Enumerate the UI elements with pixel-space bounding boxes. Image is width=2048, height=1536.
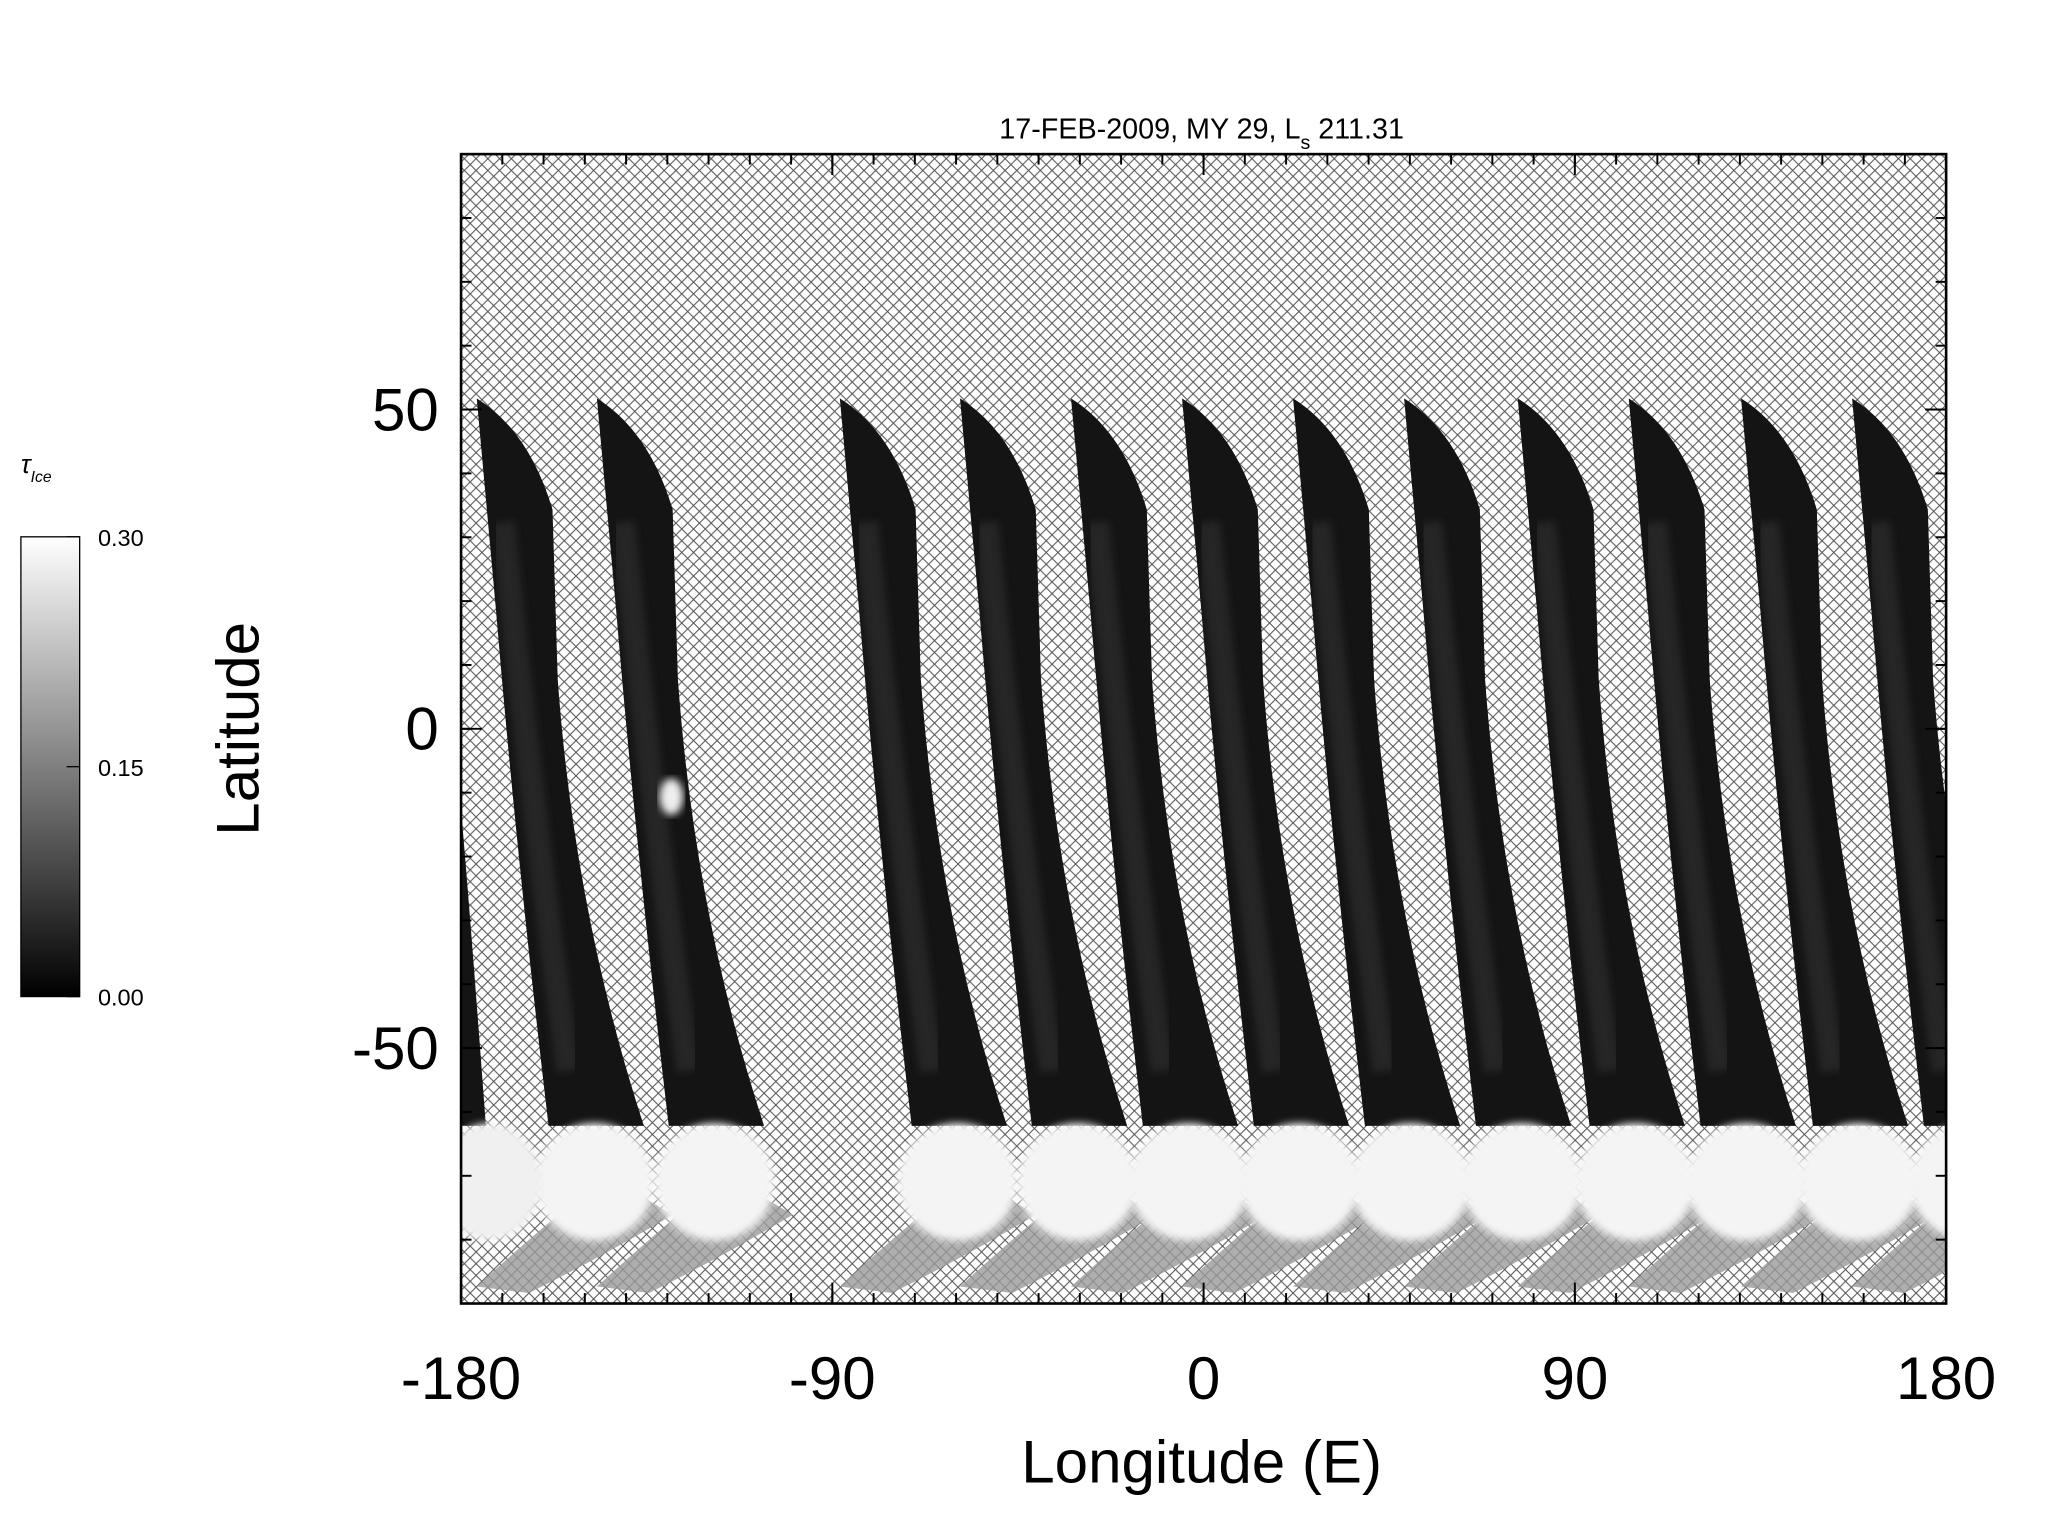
swath-texture [1085, 521, 1175, 1073]
polar-cloud [461, 1123, 543, 1241]
polar-cloud [1575, 1123, 1696, 1241]
swath-texture [1418, 521, 1508, 1073]
title-text: 211.31 [1310, 113, 1404, 145]
chart-title: 17-FEB-2009, MY 29, Ls 211.31 [999, 113, 1404, 153]
swath-texture [974, 521, 1064, 1073]
colorbar-symbol: τ [21, 449, 33, 479]
swath-texture [1532, 521, 1621, 1073]
polar-cloud [1128, 1123, 1249, 1241]
swath-texture [1643, 521, 1732, 1073]
polar-cloud [1239, 1123, 1360, 1241]
swath-texture [1755, 521, 1845, 1073]
polar-cloud [534, 1123, 655, 1241]
swath-texture [1196, 521, 1286, 1073]
y-tick-label: 50 [372, 376, 439, 443]
colorbar-tick-label: 0.30 [98, 525, 144, 551]
title-subscript: s [1300, 132, 1310, 154]
polar-tail [1852, 1204, 1947, 1294]
y-axis-label: Latitude [205, 622, 272, 836]
colorbar-label: τIce [21, 449, 52, 486]
polar-cloud [1461, 1123, 1582, 1241]
colorbar-tick-label: 0.00 [98, 985, 144, 1011]
bright-spot [659, 778, 684, 816]
x-tick-label: -90 [789, 1345, 876, 1412]
polar-cloud [1909, 1127, 1947, 1237]
x-tick-label: 0 [1187, 1345, 1220, 1412]
swath-texture [1866, 521, 1947, 1073]
y-tick-label: -50 [352, 1015, 439, 1082]
swath [461, 809, 486, 1126]
x-axis-label: Longitude (E) [1021, 1428, 1382, 1495]
swath-texture [854, 521, 943, 1073]
polar-cloud [654, 1123, 775, 1241]
swaths [461, 398, 1947, 1294]
colorbar-tick-label: 0.15 [98, 755, 144, 781]
polar-cloud [1798, 1123, 1919, 1241]
polar-cloud [1017, 1123, 1138, 1241]
swath-texture [611, 521, 700, 1073]
x-tick-label: 180 [1896, 1345, 1996, 1412]
x-tick-label: 90 [1541, 1345, 1608, 1412]
polar-cloud [897, 1123, 1018, 1241]
colorbar-subscript: Ice [31, 469, 52, 486]
swath-texture [1307, 521, 1397, 1073]
title-text: 17-FEB-2009, MY 29, L [999, 113, 1300, 145]
swath-texture [491, 521, 580, 1073]
polar-cloud [1350, 1123, 1471, 1241]
y-tick-label: 0 [405, 696, 438, 763]
polar-cloud [1686, 1123, 1807, 1241]
x-tick-label: -180 [401, 1345, 521, 1412]
